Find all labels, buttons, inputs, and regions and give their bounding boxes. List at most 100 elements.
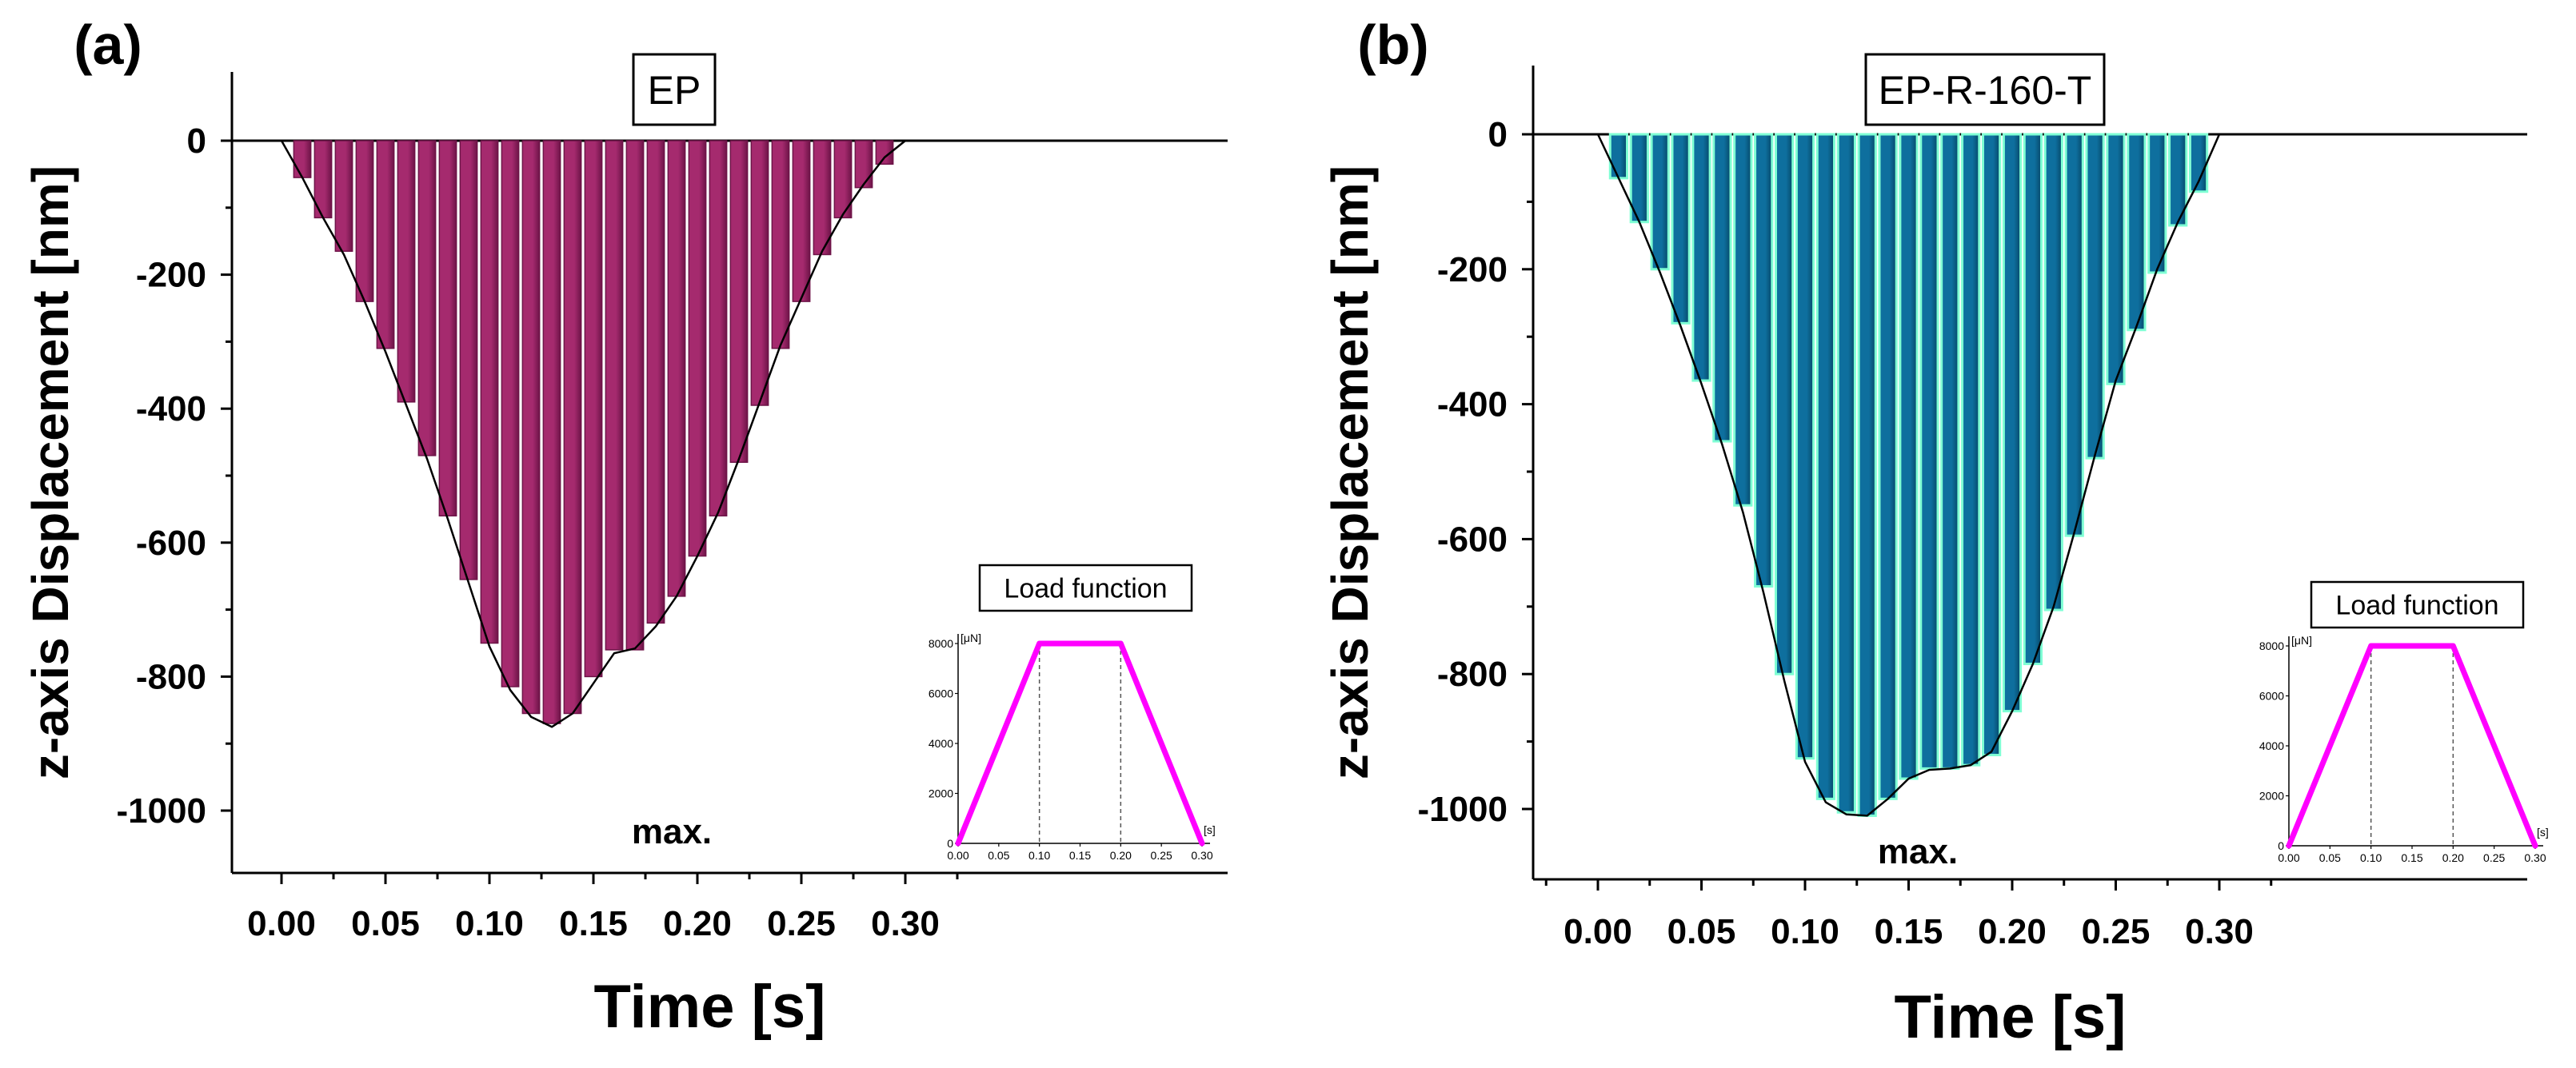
- x-tick-label: 0.25: [767, 904, 836, 943]
- y-tick-label: -400: [1437, 385, 1508, 424]
- bar: [1774, 133, 1795, 675]
- inset-y-tick-label: 2000: [929, 787, 953, 800]
- x-tick-label: 0.15: [559, 904, 628, 943]
- inset-y-unit: [μN]: [961, 632, 981, 644]
- bar: [521, 140, 541, 715]
- bar: [1691, 133, 1711, 382]
- y-tick-label: -1000: [1417, 790, 1508, 829]
- bar: [1712, 133, 1732, 443]
- inset-x-tick-label: 0.20: [1110, 849, 1132, 862]
- x-tick-label: 0.20: [663, 904, 732, 943]
- panel-a: (a) z-axis Displacement [nm] Time [s] 0 -200…: [22, 14, 1228, 1041]
- bar: [438, 140, 457, 517]
- bar: [334, 140, 353, 253]
- bar: [355, 140, 374, 302]
- inset-x-tick-label: 0.10: [2360, 851, 2382, 864]
- y-tick-label: -600: [1437, 520, 1508, 559]
- bar: [1754, 133, 1774, 588]
- inset-x-tick-label: 0.05: [988, 849, 1009, 862]
- bar: [854, 140, 873, 189]
- bar: [1857, 133, 1877, 817]
- bar: [792, 140, 811, 302]
- bar: [625, 140, 645, 651]
- bar: [2002, 133, 2023, 713]
- y-tick-label: -800: [136, 657, 206, 696]
- x-tick-label: 0.10: [1771, 912, 1839, 951]
- inset-x-unit: [s]: [1204, 823, 1216, 836]
- bar: [2106, 133, 2126, 385]
- inset-x-tick-label: 0.10: [1028, 849, 1050, 862]
- y-axis-label: z-axis Displacement [nm]: [1321, 165, 1379, 779]
- inset-y-tick-label: 6000: [929, 687, 953, 700]
- y-tick-label: 0: [187, 122, 206, 161]
- envelope-curve: [1596, 134, 2221, 817]
- bar: [750, 140, 769, 406]
- chart-title: EP-R-160-T: [1879, 68, 2092, 113]
- y-tick-label: -1000: [116, 791, 206, 831]
- x-tick-label: 0.30: [2185, 912, 2254, 951]
- bar: [1981, 133, 2002, 756]
- bar: [2168, 133, 2188, 227]
- y-tick-label: -200: [1437, 250, 1508, 289]
- bar: [709, 140, 728, 517]
- bar: [417, 140, 437, 456]
- bar: [646, 140, 665, 624]
- inset-y-tick-label: 4000: [2259, 739, 2284, 752]
- y-tick-label: -200: [136, 256, 206, 295]
- bar: [1940, 133, 1960, 770]
- y-axis-label: z-axis Displacement [nm]: [22, 165, 79, 779]
- x-axis-label: Time [s]: [593, 973, 825, 1041]
- inset-x-tick-label: 0.00: [947, 849, 968, 862]
- bar: [605, 140, 624, 651]
- inset-x-tick-label: 0.30: [1191, 849, 1212, 862]
- x-tick-label: 0.05: [1667, 912, 1736, 951]
- inset-y-tick-label: 8000: [929, 637, 953, 650]
- bar: [542, 140, 561, 724]
- load-function-inset: Load function 0 2000 4000 6000 8000 0.00 0.05 0.…: [929, 564, 1216, 862]
- envelope-curve: [280, 140, 906, 728]
- x-tick-label: 0.20: [1978, 912, 2047, 951]
- title-box: [1864, 53, 2106, 126]
- bar: [563, 140, 582, 715]
- inset-x-tick-label: 0.20: [2442, 851, 2464, 864]
- inset-y-tick-label: 4000: [929, 737, 953, 750]
- load-function-line: [2286, 643, 2538, 849]
- x-tick-label: 0.10: [455, 904, 524, 943]
- bar: [875, 140, 894, 165]
- inset-title-box: [978, 564, 1193, 612]
- bar: [688, 140, 707, 557]
- inset-x-tick-label: 0.15: [1069, 849, 1091, 862]
- x-tick-label: 0.00: [1564, 912, 1632, 951]
- max-annotation: max.: [632, 812, 712, 851]
- bar: [771, 140, 790, 349]
- bar: [813, 140, 832, 256]
- bar: [1733, 133, 1753, 507]
- bar: [2085, 133, 2105, 460]
- x-tick-label: 0.15: [1875, 912, 1943, 951]
- bar: [1919, 133, 1939, 770]
- inset-title: Load function: [1004, 574, 1167, 604]
- bar: [2064, 133, 2084, 537]
- x-tick-label: 0.30: [871, 904, 940, 943]
- bar: [1650, 133, 1670, 271]
- inset-x-tick-label: 0.30: [2524, 851, 2546, 864]
- bar: [584, 140, 603, 678]
- bar: [459, 140, 478, 580]
- y-tick-label: -600: [136, 524, 206, 563]
- bar: [2127, 133, 2147, 332]
- y-tick-label: -400: [136, 389, 206, 428]
- inset-x-tick-label: 0.05: [2319, 851, 2341, 864]
- x-tick-label: 0.25: [2082, 912, 2151, 951]
- max-annotation: max.: [1878, 832, 1958, 871]
- load-function-line: [955, 640, 1205, 847]
- inset-x-tick-label: 0.00: [2278, 851, 2299, 864]
- bar: [667, 140, 686, 597]
- panel-label: (b): [1357, 14, 1428, 76]
- bar: [1899, 133, 1919, 780]
- inset-y-tick-label: 6000: [2259, 690, 2284, 703]
- inset-y-unit: [μN]: [2291, 634, 2312, 647]
- inset-x-tick-label: 0.15: [2401, 851, 2422, 864]
- bar: [833, 140, 853, 219]
- bar: [1671, 133, 1691, 325]
